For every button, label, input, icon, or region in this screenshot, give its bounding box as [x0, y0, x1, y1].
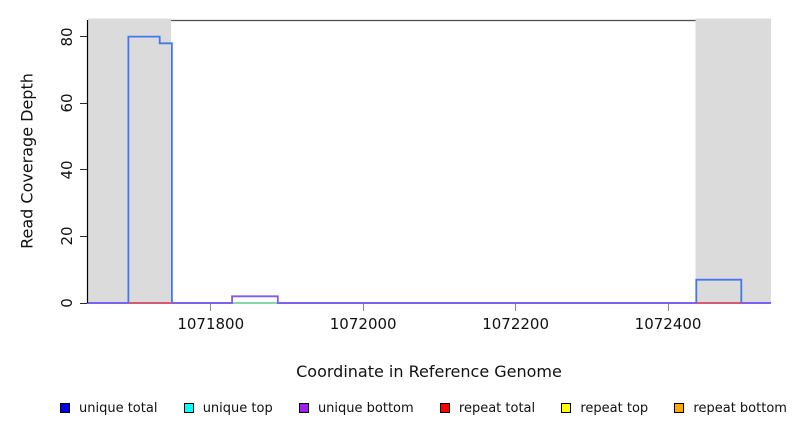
- y-tick-label: 0: [58, 298, 76, 308]
- legend-swatch-repeat-total: [439, 403, 450, 413]
- x-tick-label: 1072400: [634, 315, 702, 333]
- legend-item-unique-bottom: unique bottom: [298, 400, 414, 416]
- legend-item-repeat-total: repeat total: [439, 400, 536, 416]
- x-tick-label: 1071800: [177, 315, 245, 333]
- legend-label-repeat-bottom: repeat bottom: [693, 400, 787, 416]
- plot-area: [86, 18, 771, 304]
- y-tick-label: 60: [58, 93, 76, 113]
- legend-swatch-repeat-top: [561, 403, 572, 413]
- y-tick-label: 80: [58, 27, 76, 47]
- y-tick-mark: [80, 102, 87, 104]
- chart-legend: unique total unique top unique bottom repea…: [60, 398, 787, 418]
- legend-label-repeat-total: repeat total: [458, 400, 536, 416]
- legend-swatch-unique-bottom: [298, 403, 309, 413]
- coverage-plot-canvas: [86, 18, 771, 304]
- x-tick-label: 1072000: [329, 315, 397, 333]
- y-tick-label: 40: [58, 160, 76, 180]
- legend-swatch-repeat-bottom: [674, 403, 685, 413]
- legend-label-repeat-top: repeat top: [580, 400, 649, 416]
- legend-item-repeat-bottom: repeat bottom: [674, 401, 787, 416]
- x-tick-mark: [210, 303, 212, 311]
- y-axis-title: Read Coverage Depth: [17, 73, 37, 249]
- legend-item-unique-top: unique top: [183, 400, 273, 416]
- x-tick-mark: [515, 303, 517, 311]
- masked-region-right: [695, 18, 771, 303]
- legend-swatch-unique-total: [60, 403, 70, 413]
- legend-label-unique-bottom: unique bottom: [317, 400, 414, 416]
- y-tick-mark: [80, 235, 87, 237]
- y-tick-mark: [80, 302, 87, 304]
- legend-item-repeat-top: repeat top: [561, 401, 648, 416]
- legend-label-unique-top: unique top: [202, 400, 273, 416]
- series-unique-bottom-line: [88, 295, 771, 304]
- y-tick-label: 20: [58, 226, 76, 246]
- y-tick-mark: [80, 36, 87, 38]
- legend-item-unique-total: unique total: [60, 401, 157, 416]
- x-axis-title: Coordinate in Reference Genome: [296, 362, 562, 381]
- y-tick-mark: [80, 169, 87, 171]
- series-unique-total-line: [88, 35, 771, 304]
- masked-region-left: [88, 18, 172, 303]
- legend-swatch-unique-top: [183, 403, 194, 413]
- x-tick-label: 1072200: [482, 315, 550, 333]
- x-tick-mark: [667, 303, 669, 311]
- legend-label-unique-total: unique total: [79, 400, 158, 416]
- x-tick-mark: [362, 303, 364, 311]
